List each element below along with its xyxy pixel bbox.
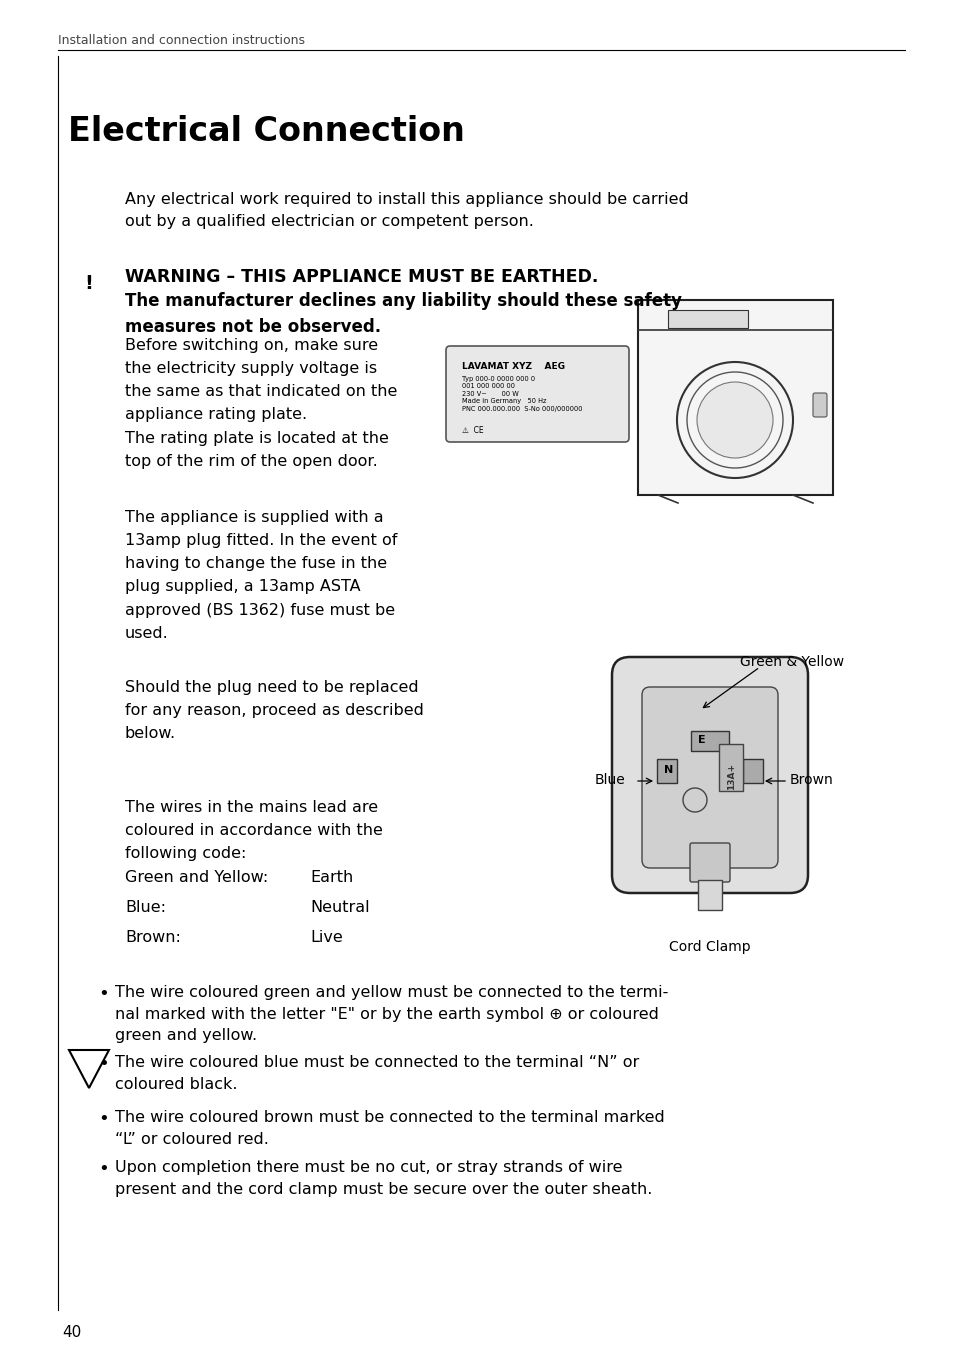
Text: •: • <box>98 1160 109 1178</box>
Text: Cord Clamp: Cord Clamp <box>668 940 750 955</box>
Text: The manufacturer declines any liability should these safety
measures not be obse: The manufacturer declines any liability … <box>125 292 681 337</box>
Text: N: N <box>663 765 673 775</box>
Text: 13A+: 13A+ <box>727 763 736 790</box>
Text: Blue:: Blue: <box>125 900 166 915</box>
FancyBboxPatch shape <box>698 880 721 910</box>
FancyBboxPatch shape <box>690 731 728 750</box>
FancyBboxPatch shape <box>812 393 826 416</box>
FancyBboxPatch shape <box>667 310 747 329</box>
Text: Upon completion there must be no cut, or stray strands of wire
present and the c: Upon completion there must be no cut, or… <box>115 1160 652 1197</box>
Text: Should the plug need to be replaced
for any reason, proceed as described
below.: Should the plug need to be replaced for … <box>125 680 423 741</box>
Text: Before switching on, make sure
the electricity supply voltage is
the same as tha: Before switching on, make sure the elect… <box>125 338 397 469</box>
Text: Neutral: Neutral <box>310 900 369 915</box>
FancyBboxPatch shape <box>719 744 742 791</box>
Text: 40: 40 <box>62 1325 81 1340</box>
Text: Brown: Brown <box>789 773 833 787</box>
FancyBboxPatch shape <box>657 758 677 783</box>
Text: Brown:: Brown: <box>125 930 181 945</box>
Text: E: E <box>698 735 705 745</box>
Text: Typ 000-0 0000 000 0
001 000 000 00
230 V~       00 W
Made in Germany   50 Hz
PN: Typ 000-0 0000 000 0 001 000 000 00 230 … <box>461 376 582 412</box>
Text: Green & Yellow: Green & Yellow <box>740 654 843 669</box>
Text: Green and Yellow:: Green and Yellow: <box>125 869 268 886</box>
Circle shape <box>697 383 772 458</box>
Text: ⚠  CE: ⚠ CE <box>461 426 483 435</box>
Text: The wire coloured green and yellow must be connected to the termi-
nal marked wi: The wire coloured green and yellow must … <box>115 986 668 1044</box>
FancyBboxPatch shape <box>446 346 628 442</box>
Text: The wires in the mains lead are
coloured in accordance with the
following code:: The wires in the mains lead are coloured… <box>125 800 382 861</box>
Text: Earth: Earth <box>310 869 353 886</box>
FancyBboxPatch shape <box>641 687 778 868</box>
Text: Live: Live <box>310 930 342 945</box>
Text: Installation and connection instructions: Installation and connection instructions <box>58 34 305 47</box>
Text: Any electrical work required to install this appliance should be carried
out by : Any electrical work required to install … <box>125 192 688 228</box>
Text: !: ! <box>85 274 93 293</box>
Text: Electrical Connection: Electrical Connection <box>68 115 464 147</box>
Text: The wire coloured brown must be connected to the terminal marked
“L” or coloured: The wire coloured brown must be connecte… <box>115 1110 664 1146</box>
Text: •: • <box>98 986 109 1003</box>
FancyBboxPatch shape <box>612 657 807 894</box>
Text: The wire coloured blue must be connected to the terminal “N” or
coloured black.: The wire coloured blue must be connected… <box>115 1055 639 1091</box>
FancyBboxPatch shape <box>638 300 832 495</box>
Text: The appliance is supplied with a
13amp plug fitted. In the event of
having to ch: The appliance is supplied with a 13amp p… <box>125 510 397 641</box>
FancyBboxPatch shape <box>689 844 729 882</box>
Text: •: • <box>98 1110 109 1128</box>
Text: LAVAMAT XYZ    AEG: LAVAMAT XYZ AEG <box>461 362 564 370</box>
Text: WARNING – THIS APPLIANCE MUST BE EARTHED.: WARNING – THIS APPLIANCE MUST BE EARTHED… <box>125 268 598 287</box>
Text: •: • <box>98 1055 109 1073</box>
Text: Blue: Blue <box>595 773 625 787</box>
FancyBboxPatch shape <box>742 758 762 783</box>
